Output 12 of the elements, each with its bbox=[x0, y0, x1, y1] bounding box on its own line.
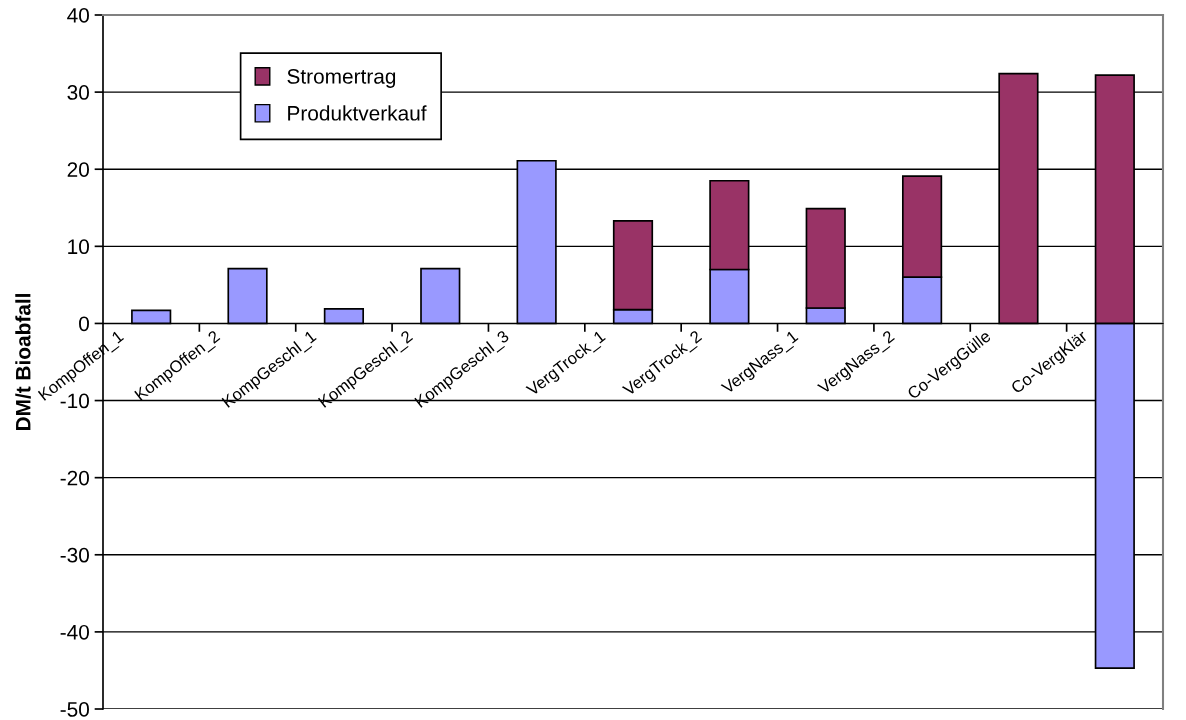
y-tick-label: 30 bbox=[67, 85, 89, 100]
legend-label: Stromertrag bbox=[287, 69, 396, 88]
legend-label: Produktverkauf bbox=[288, 105, 427, 121]
y-tick-label: 10 bbox=[68, 239, 89, 255]
y-tick-label: -40 bbox=[60, 624, 89, 640]
y-axis-title: DM/t Bioabfall bbox=[15, 294, 31, 431]
y-tick-label: -30 bbox=[60, 547, 89, 563]
y-tick-label: 20 bbox=[67, 162, 89, 177]
y-tick-label: -50 bbox=[60, 702, 89, 717]
y-tick-label: 0 bbox=[79, 316, 89, 332]
y-tick-label: 40 bbox=[67, 8, 89, 23]
y-tick-label: -20 bbox=[60, 470, 89, 486]
